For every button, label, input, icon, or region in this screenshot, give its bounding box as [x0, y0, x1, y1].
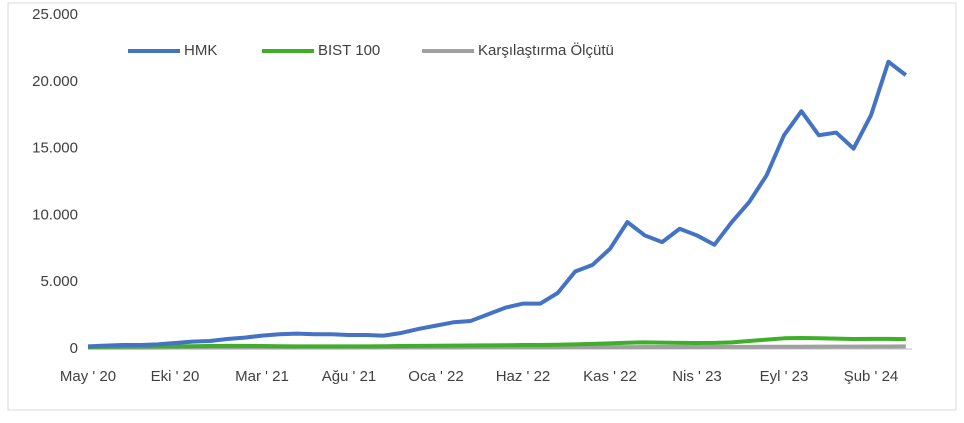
x-tick-label: Şub ' 24: [844, 368, 899, 385]
y-tick-label: 0: [70, 340, 78, 357]
x-tick-label: Eyl ' 23: [760, 368, 809, 385]
legend-label: HMK: [184, 42, 217, 59]
series-line: [87, 59, 908, 349]
y-tick-label: 20.000: [32, 73, 78, 90]
x-tick-label: Nis ' 23: [672, 368, 722, 385]
legend-label: BIST 100: [318, 42, 380, 59]
x-tick-label: Haz ' 22: [496, 368, 551, 385]
x-tick-label: Oca ' 22: [408, 368, 463, 385]
x-tick-label: Ağu ' 21: [322, 368, 377, 385]
x-tick-label: May ' 20: [60, 368, 116, 385]
legend-label: Karşılaştırma Ölçütü: [478, 41, 614, 59]
y-tick-label: 25.000: [32, 6, 78, 23]
x-tick-label: Mar ' 21: [235, 368, 289, 385]
y-tick-label: 5.000: [40, 273, 78, 290]
y-tick-label: 10.000: [32, 206, 78, 223]
x-tick-label: Eki ' 20: [151, 368, 200, 385]
x-tick-label: Kas ' 22: [583, 368, 637, 385]
series-line: [87, 336, 906, 349]
y-tick-label: 15.000: [32, 140, 78, 157]
